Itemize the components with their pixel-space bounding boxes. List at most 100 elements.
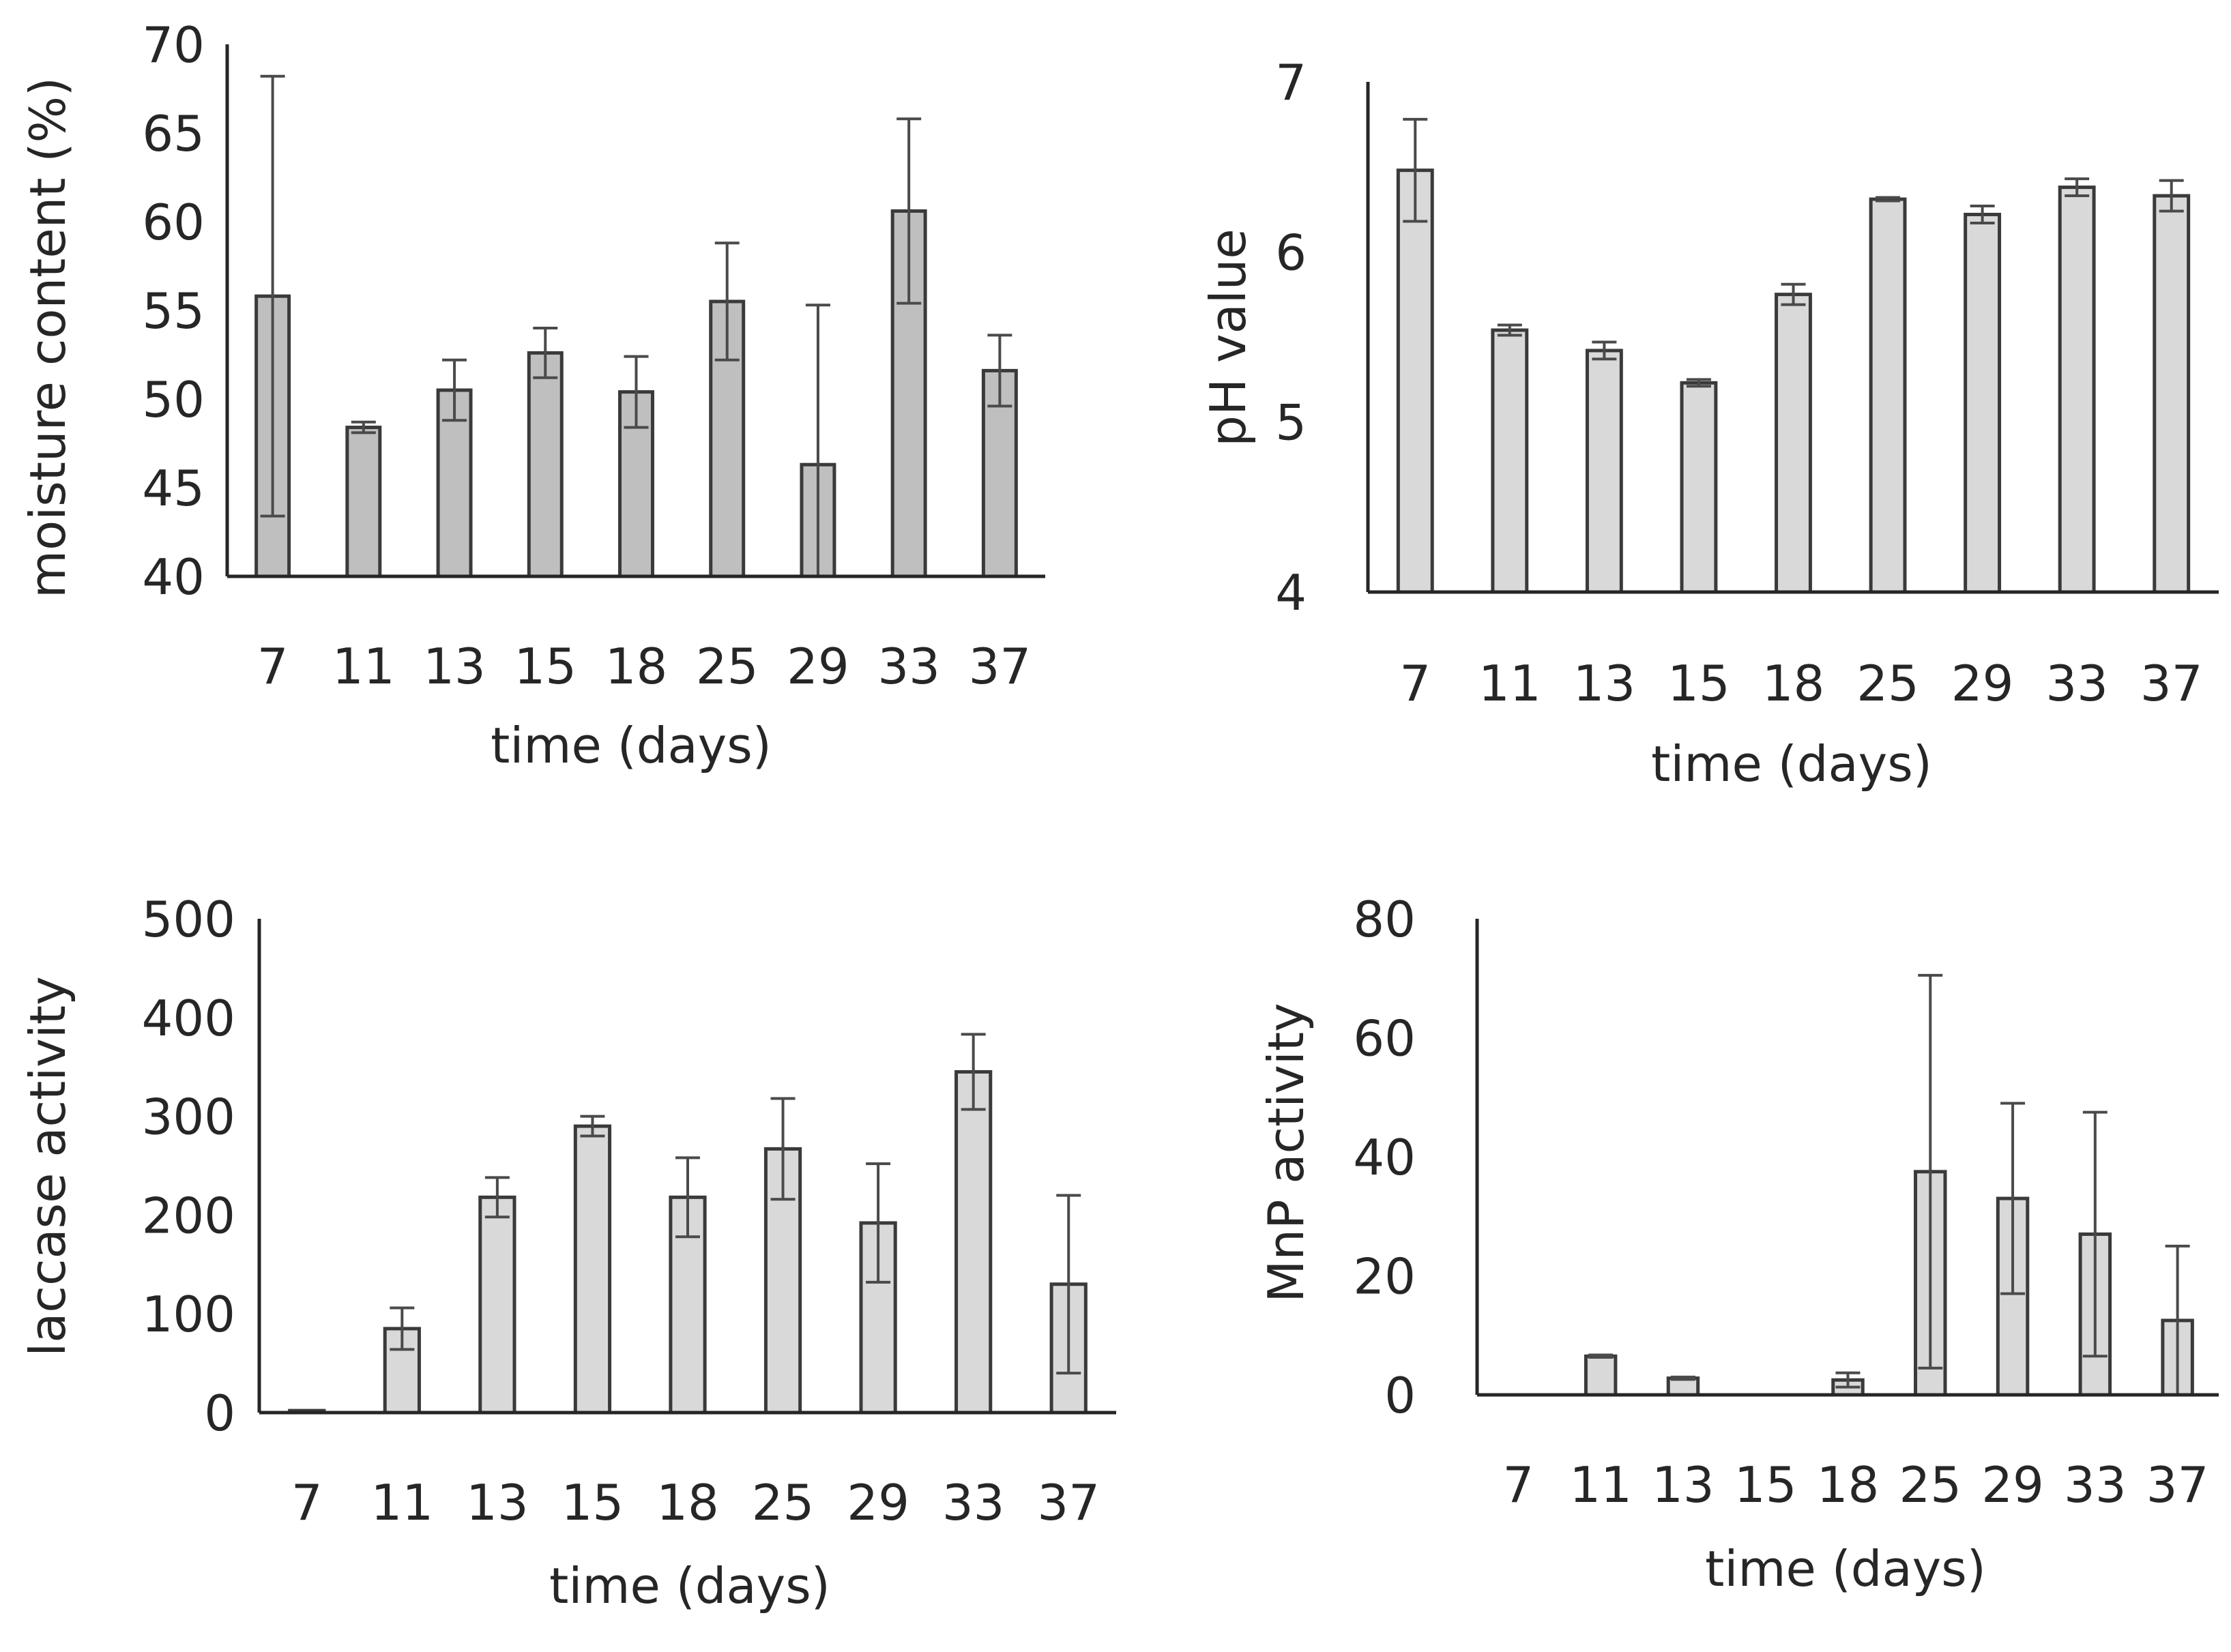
error-bar-25 [770, 1097, 796, 1201]
x-tick-label: 37 [969, 638, 1032, 695]
bar-15 [1680, 381, 1718, 594]
y-tick-label: 60 [142, 194, 205, 251]
bar-7 [1396, 168, 1434, 594]
bar-15 [527, 351, 564, 578]
chart-panel-2: 4 5 6 7 7 11 13 15 18 25 29 33 37 time (days) pH value [1199, 54, 2219, 793]
chart-panel-4: 0 20 40 60 80 7 11 13 15 18 25 29 33 37 time (days) MnP… [1257, 891, 2219, 1597]
y-axis-title: laccase activity [19, 976, 76, 1357]
x-tick-label: 11 [1569, 1456, 1632, 1514]
error-bar-15 [1686, 378, 1711, 388]
bar-29 [1964, 212, 2002, 594]
x-axis-title: time (days) [1651, 735, 1932, 793]
error-bar-29 [866, 1162, 891, 1284]
error-bar-37 [987, 334, 1012, 408]
bar-11 [345, 426, 382, 578]
y-tick-label: 400 [142, 990, 235, 1047]
x-tick-label: 15 [514, 638, 577, 695]
x-tick-label: 37 [1037, 1474, 1100, 1531]
x-tick-label: 25 [1899, 1456, 1962, 1514]
x-tick-label: 13 [1573, 655, 1636, 712]
x-tick-label: 15 [562, 1474, 624, 1531]
error-bar-18 [1835, 1371, 1861, 1389]
error-bar-15 [580, 1115, 605, 1138]
x-tick-label: 11 [371, 1474, 434, 1531]
error-bar-13 [1592, 340, 1617, 361]
y-tick-label: 70 [142, 16, 205, 74]
x-tick-label: 13 [466, 1474, 529, 1531]
x-tick-label: 29 [1981, 1456, 2044, 1514]
error-bar-25 [1876, 196, 1901, 203]
y-tick-label: 6 [1275, 224, 1307, 281]
x-tick-label: 18 [605, 638, 668, 695]
error-bar-25 [714, 241, 740, 362]
error-bar-18 [624, 355, 649, 429]
x-tick-label: 25 [1856, 655, 1919, 712]
y-tick-label: 80 [1353, 891, 1416, 948]
error-bar-37 [1056, 1194, 1081, 1375]
x-tick-label: 18 [1817, 1456, 1880, 1514]
y-tick-label: 200 [142, 1187, 235, 1244]
error-bar-37 [2159, 179, 2184, 213]
error-bar-11 [351, 420, 376, 434]
bar-33 [954, 1070, 993, 1415]
bar-33 [2058, 186, 2096, 594]
x-tick-label: 33 [942, 1474, 1005, 1531]
error-bar-15 [533, 327, 558, 379]
y-tick-label: 4 [1275, 564, 1307, 621]
y-tick-label: 40 [142, 548, 205, 606]
error-bar-18 [675, 1156, 700, 1239]
y-tick-label: 40 [1353, 1129, 1416, 1186]
error-bar-18 [1781, 282, 1806, 306]
y-tick-label: 7 [1275, 54, 1307, 111]
error-bar-33 [2082, 1110, 2108, 1358]
x-axis-title: time (days) [1705, 1540, 1986, 1597]
y-tick-label: 45 [142, 460, 205, 517]
error-bar-33 [961, 1033, 986, 1111]
error-bar-7 [260, 74, 285, 518]
chart-panel-3: 0 100 200 300 400 500 7 11 13 15 18 25 29 33 37 time (d… [19, 891, 1116, 1614]
x-tick-label: 29 [1951, 655, 2014, 712]
y-tick-label: 50 [142, 371, 205, 428]
y-tick-label: 0 [204, 1385, 235, 1442]
y-tick-label: 55 [142, 282, 205, 340]
bar-13 [1585, 349, 1623, 594]
x-tick-label: 29 [847, 1474, 909, 1531]
x-tick-label: 25 [752, 1474, 815, 1531]
x-tick-label: 37 [2140, 655, 2203, 712]
bar-18 [1775, 293, 1812, 594]
y-tick-label: 100 [142, 1286, 235, 1343]
y-tick-label: 60 [1353, 1010, 1416, 1067]
error-bar-7 [1403, 117, 1428, 223]
x-tick-label: 33 [2064, 1456, 2127, 1514]
error-bar-13 [1670, 1375, 1695, 1381]
error-bar-29 [2000, 1102, 2026, 1295]
bar-15 [573, 1124, 612, 1415]
bar-11 [1584, 1354, 1618, 1397]
y-axis-title: MnP activity [1257, 1003, 1315, 1302]
y-tick-label: 300 [142, 1089, 235, 1146]
y-tick-label: 20 [1353, 1248, 1416, 1306]
x-tick-label: 11 [332, 638, 395, 695]
x-tick-label: 33 [877, 638, 940, 695]
bar-25 [1869, 197, 1907, 594]
y-tick-label: 5 [1275, 394, 1307, 452]
x-tick-label: 7 [257, 638, 289, 695]
chart-panel-1: 40 45 50 55 60 65 70 7 11 13 15 18 25 29 33 37 time (day… [19, 16, 1045, 774]
y-axis-title: pH value [1199, 228, 1257, 446]
x-tick-label: 7 [1502, 1456, 1534, 1514]
x-tick-label: 33 [2045, 655, 2108, 712]
x-axis-title: time (days) [549, 1557, 830, 1614]
x-tick-label: 7 [291, 1474, 323, 1531]
x-tick-label: 15 [1667, 655, 1730, 712]
error-bar-11 [390, 1306, 415, 1351]
y-tick-label: 500 [142, 891, 235, 948]
bar-11 [1491, 328, 1529, 594]
y-axis-title: moisture content (%) [19, 77, 76, 598]
error-bar-25 [1918, 973, 1943, 1370]
x-tick-label: 29 [787, 638, 849, 695]
x-tick-label: 13 [423, 638, 486, 695]
error-bar-13 [442, 358, 467, 422]
y-tick-label: 0 [1384, 1367, 1416, 1424]
x-tick-label: 18 [656, 1474, 719, 1531]
